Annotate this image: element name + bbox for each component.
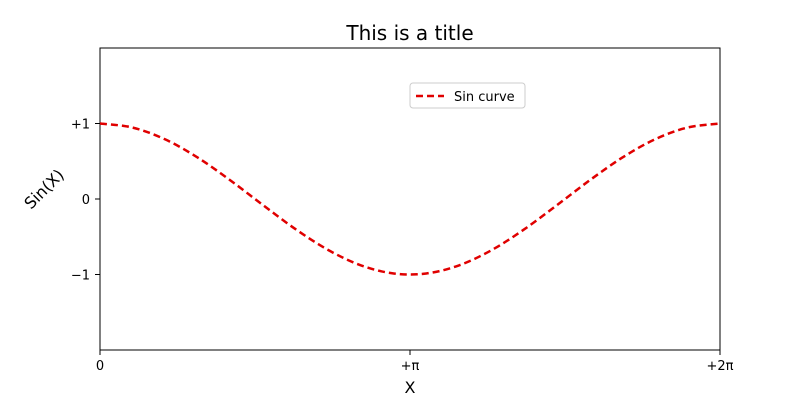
chart-title: This is a title xyxy=(345,21,473,45)
x-tick-label: +π xyxy=(401,359,420,374)
series-layer xyxy=(99,122,721,276)
x-tick-label: 0 xyxy=(96,359,104,374)
legend: Sin curve xyxy=(409,82,526,109)
series-line-sin-curve xyxy=(99,122,721,276)
x-axis-label: X xyxy=(405,378,416,397)
x-tick-label: +2π xyxy=(707,359,734,374)
legend-label: Sin curve xyxy=(454,90,515,105)
y-axis-ticks: +1 0 −1 xyxy=(71,118,100,284)
y-axis-label: Sin(X) xyxy=(20,165,68,213)
y-tick-label: −1 xyxy=(71,269,90,284)
y-tick-label: 0 xyxy=(82,193,90,208)
x-axis-ticks: 0 +π +2π xyxy=(96,350,734,374)
legend-box xyxy=(409,82,526,109)
y-tick-label: +1 xyxy=(71,118,90,133)
